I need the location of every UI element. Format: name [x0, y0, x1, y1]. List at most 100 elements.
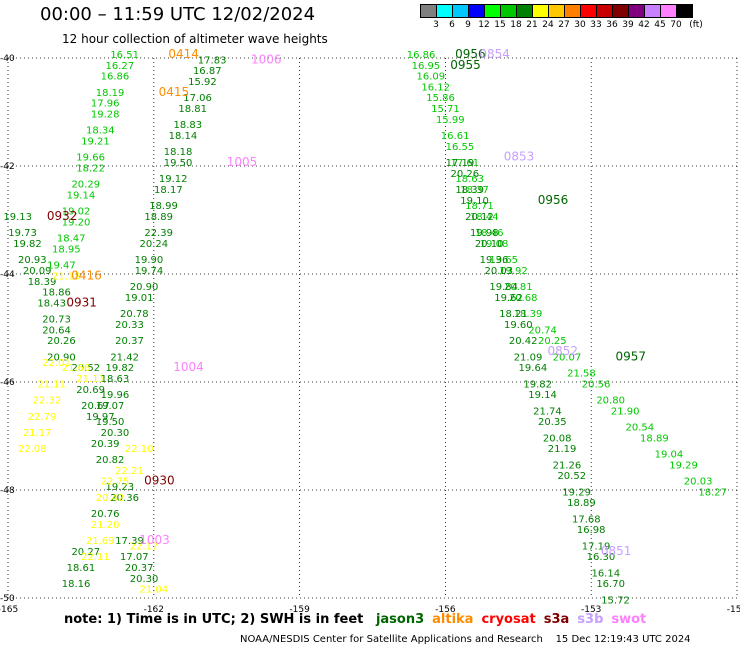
wave-height-point: 20.33 — [115, 320, 144, 331]
wave-height-point: 18.86 — [42, 288, 71, 299]
wave-height-point: 21.04 — [139, 585, 168, 596]
wave-height-point: 18.21 — [499, 309, 528, 320]
wave-height-point: 18.83 — [173, 120, 202, 131]
legend-label: 36 — [606, 20, 618, 30]
wave-height-point: 19.84 — [489, 282, 518, 293]
pass-time-label: 0852 — [547, 344, 578, 358]
wave-height-point: 18.89 — [640, 433, 669, 444]
wave-height-point: 19.29 — [562, 487, 591, 498]
wave-height-point: 21.17 — [23, 428, 52, 439]
note-text: note: 1) Time is in UTC; 2) SWH is in fe… — [64, 612, 364, 627]
wave-height-point: 18.43 — [37, 298, 66, 309]
satellite-legend-swot: swot — [611, 612, 647, 627]
wave-height-point: 20.90 — [47, 352, 76, 363]
legend-swatch — [660, 4, 677, 18]
legend-label: 6 — [449, 20, 455, 30]
pass-time-label: 0955 — [450, 58, 481, 72]
pass-time-label: 0853 — [504, 150, 535, 164]
wave-height-point: 20.12 — [465, 212, 494, 223]
wave-height-point: 18.39 — [455, 185, 484, 196]
wave-height-point: 19.20 — [62, 217, 91, 228]
wave-height-point: 16.09 — [416, 72, 445, 83]
wave-height-point: 16.55 — [446, 142, 475, 153]
y-tick-label: -48 — [0, 486, 15, 496]
wave-height-point: 22.39 — [144, 228, 173, 239]
wave-height-point: 15.72 — [601, 595, 630, 606]
wave-height-point: 16.51 — [110, 50, 139, 61]
wave-height-point: 20.80 — [596, 396, 625, 407]
wave-height-point: 18.37 — [460, 185, 489, 196]
wave-height-point: 15.71 — [431, 104, 460, 115]
y-tick-label: -40 — [0, 54, 15, 64]
wave-height-point: 20.07 — [553, 352, 582, 363]
wave-height-point: 22.17 — [130, 541, 159, 552]
pass-time-label: 0957 — [616, 349, 647, 363]
wave-height-point: 20.35 — [538, 417, 567, 428]
wave-height-point: 19.21 — [81, 136, 110, 147]
legend-swatches — [420, 4, 693, 18]
wave-height-point: 20.64 — [42, 325, 71, 336]
wave-height-point: 19.02 — [62, 207, 91, 218]
wave-height-point: 17.06 — [183, 93, 212, 104]
wave-height-point: 18.89 — [144, 212, 173, 223]
wave-height-point: 20.27 — [71, 547, 100, 558]
legend-label: 30 — [574, 20, 586, 30]
legend-swatch — [420, 4, 437, 18]
pass-time-label: 1003 — [139, 533, 170, 547]
pass-time-label: 0854 — [479, 47, 510, 61]
wave-height-point: 16.70 — [596, 579, 625, 590]
wave-height-point: 20.03 — [684, 477, 713, 488]
wave-height-point: 19.64 — [519, 363, 548, 374]
wave-height-point: 19.47 — [47, 261, 76, 272]
legend-unit: (ft) — [689, 20, 703, 30]
wave-height-point: 21.74 — [533, 406, 562, 417]
wave-height-point: 19.73 — [8, 228, 37, 239]
wave-height-point: 22.11 — [81, 552, 110, 563]
y-tick-label: -50 — [0, 594, 15, 604]
wave-height-point: 22.32 — [33, 396, 62, 407]
legend-swatch — [596, 4, 613, 18]
wave-height-point: 20.81 — [504, 282, 533, 293]
wave-height-point: 17.96 — [91, 99, 120, 110]
pass-time-label: 0414 — [168, 47, 199, 61]
wave-height-point: 20.78 — [120, 309, 149, 320]
satellite-legend-altika: altika — [432, 612, 474, 627]
legend-label: 15 — [494, 20, 506, 30]
wave-height-point: 19.82 — [523, 379, 552, 390]
wave-height-point: 16.27 — [105, 61, 134, 72]
pass-time-label: 0416 — [71, 268, 102, 282]
wave-height-point: 19.29 — [669, 460, 698, 471]
wave-height-point: 19.08 — [480, 239, 509, 250]
x-tick-label: -156 — [435, 605, 456, 615]
wave-height-point: 21.19 — [548, 444, 577, 455]
legend-swatch — [532, 4, 549, 18]
wave-height-point: 18.16 — [62, 579, 91, 590]
wave-height-point: 16.86 — [407, 50, 436, 61]
wave-height-point: 19.07 — [96, 401, 125, 412]
wave-height-point: 20.68 — [509, 293, 538, 304]
wave-height-point: 19.13 — [3, 212, 32, 223]
pass-time-label: 0415 — [159, 85, 190, 99]
wave-height-point: 16.12 — [421, 82, 450, 93]
wave-height-point: 22.08 — [18, 444, 47, 455]
wave-height-point: 19.36 — [480, 255, 509, 266]
satellite-legend-cryosat: cryosat — [481, 612, 536, 627]
x-tick-label: -165 — [0, 605, 18, 615]
wave-height-point: 18.63 — [101, 374, 130, 385]
wave-height-point: 19.66 — [76, 153, 105, 164]
legend-label: 39 — [622, 20, 634, 30]
wave-height-point: 20.10 — [475, 239, 504, 250]
wave-height-point: 16.87 — [193, 66, 222, 77]
wave-height-point: 21.66 — [62, 363, 91, 374]
wave-height-point: 18.27 — [698, 487, 727, 498]
wave-height-point: 19.62 — [494, 293, 523, 304]
wave-height-point: 18.95 — [52, 244, 81, 255]
wave-height-point: 19.14 — [528, 390, 557, 401]
wave-height-point: 19.97 — [86, 412, 115, 423]
wave-height-point: 20.82 — [96, 455, 125, 466]
legend-swatch — [644, 4, 661, 18]
wave-height-point: 19.50 — [164, 158, 193, 169]
wave-height-point: 18.44 — [470, 212, 499, 223]
wave-height-point: 19.90 — [135, 255, 164, 266]
